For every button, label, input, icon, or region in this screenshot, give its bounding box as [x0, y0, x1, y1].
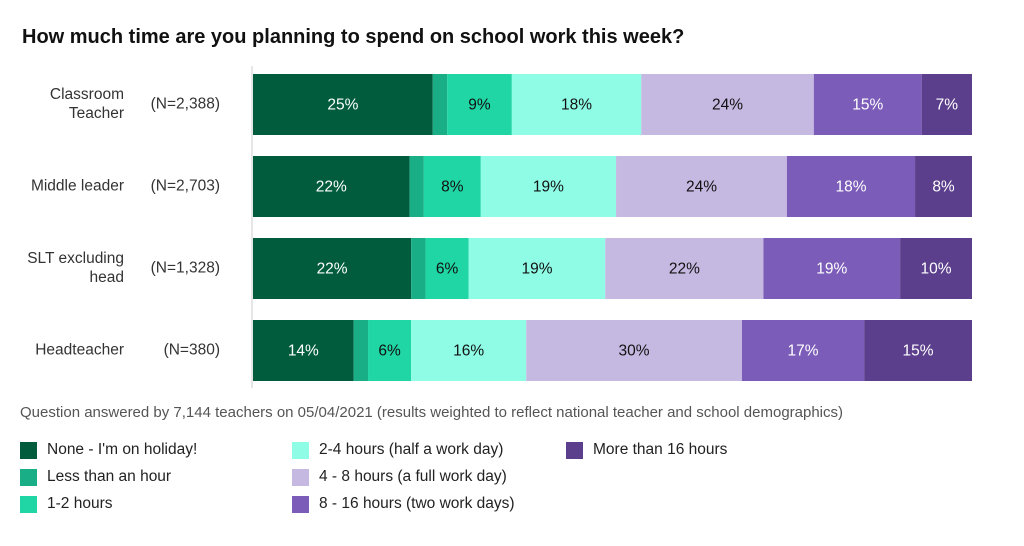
bar-segment [368, 320, 412, 381]
legend-swatch [20, 441, 37, 459]
sample-size-label: (N=380) [164, 342, 220, 359]
chart-note: Question answered by 7,144 teachers on 0… [20, 404, 844, 421]
legend-item: 4 - 8 hours (a full work day) [292, 468, 507, 486]
data-label: 18% [561, 97, 592, 114]
bar-segment [409, 156, 424, 217]
legend-item: 2-4 hours (half a work day) [292, 441, 503, 459]
bar-segment [411, 238, 426, 299]
legend-swatch [20, 495, 37, 513]
data-label: 19% [533, 179, 564, 196]
bar-segment [423, 156, 481, 217]
category-label: Headteacher [35, 342, 124, 359]
bar-segment [447, 74, 512, 135]
stacked-bar-chart: Classroom Teacher (N=2,388) 25% 9% 18% 24% 15% 7… [27, 66, 972, 388]
legend-label: None - I'm on holiday! [47, 441, 198, 458]
legend-label: More than 16 hours [593, 441, 728, 458]
legend-swatch [566, 441, 583, 459]
data-label: 19% [521, 261, 552, 278]
data-label: 15% [903, 343, 934, 360]
legend-swatch [292, 468, 309, 486]
sample-size-label: (N=1,328) [151, 260, 220, 277]
bar-segment [511, 74, 642, 135]
category-label: Classroom Teacher [50, 86, 124, 122]
bar-segment [411, 320, 527, 381]
data-label: 7% [936, 97, 959, 114]
data-label: 24% [712, 97, 743, 114]
bar-segment [864, 320, 972, 381]
data-label: 6% [378, 343, 401, 360]
legend-swatch [292, 495, 309, 513]
legend-swatch [292, 441, 309, 459]
bar-segment [253, 238, 412, 299]
data-label: 22% [669, 261, 700, 278]
bar-segment [432, 74, 448, 135]
data-label: 25% [327, 97, 358, 114]
category-label: SLT excluding head [27, 250, 124, 286]
data-label: 10% [921, 261, 952, 278]
data-label: 6% [436, 261, 459, 278]
legend-item: Less than an hour [20, 468, 171, 486]
data-label: 19% [816, 261, 847, 278]
legend-label: 8 - 16 hours (two work days) [319, 495, 515, 512]
legend-label: 2-4 hours (half a work day) [319, 441, 504, 458]
bar-segment [353, 320, 369, 381]
bar-segment [253, 156, 410, 217]
bar-segment [468, 238, 606, 299]
sample-size-label: (N=2,388) [151, 96, 220, 113]
data-label: 30% [619, 343, 650, 360]
legend-item: More than 16 hours [566, 441, 727, 459]
sample-size-label: (N=2,703) [151, 178, 220, 195]
legend-swatch [20, 468, 37, 486]
data-label: 8% [932, 179, 955, 196]
bar-segment [741, 320, 865, 381]
bar-segment [425, 238, 469, 299]
data-label: 14% [288, 343, 319, 360]
bar-segment [253, 74, 433, 135]
bar-segment [915, 156, 972, 217]
chart-title: How much time are you planning to spend … [22, 26, 685, 48]
data-label: 9% [468, 97, 491, 114]
bar-segment [616, 156, 787, 217]
bar-segment [605, 238, 764, 299]
legend-label: 4 - 8 hours (a full work day) [319, 468, 507, 485]
bar-segment [921, 74, 972, 135]
bar-segment [900, 238, 972, 299]
legend-item: None - I'm on holiday! [20, 441, 197, 459]
data-label: 16% [453, 343, 484, 360]
bar-segment [526, 320, 742, 381]
bar-segment [641, 74, 814, 135]
bar-segment [786, 156, 916, 217]
bar-segment [253, 320, 354, 381]
data-label: 24% [686, 179, 717, 196]
legend-item: 1-2 hours [20, 495, 112, 513]
legend-label: 1-2 hours [47, 495, 113, 512]
bar-segment [763, 238, 901, 299]
bar-segment [480, 156, 617, 217]
data-label: 22% [317, 261, 348, 278]
data-label: 17% [788, 343, 819, 360]
category-label: Middle leader [31, 178, 124, 195]
data-label: 18% [835, 179, 866, 196]
bar-segment [813, 74, 922, 135]
data-label: 15% [852, 97, 883, 114]
data-label: 8% [441, 179, 464, 196]
data-label: 22% [316, 179, 347, 196]
legend-label: Less than an hour [47, 468, 172, 485]
legend-item: 8 - 16 hours (two work days) [292, 495, 515, 513]
